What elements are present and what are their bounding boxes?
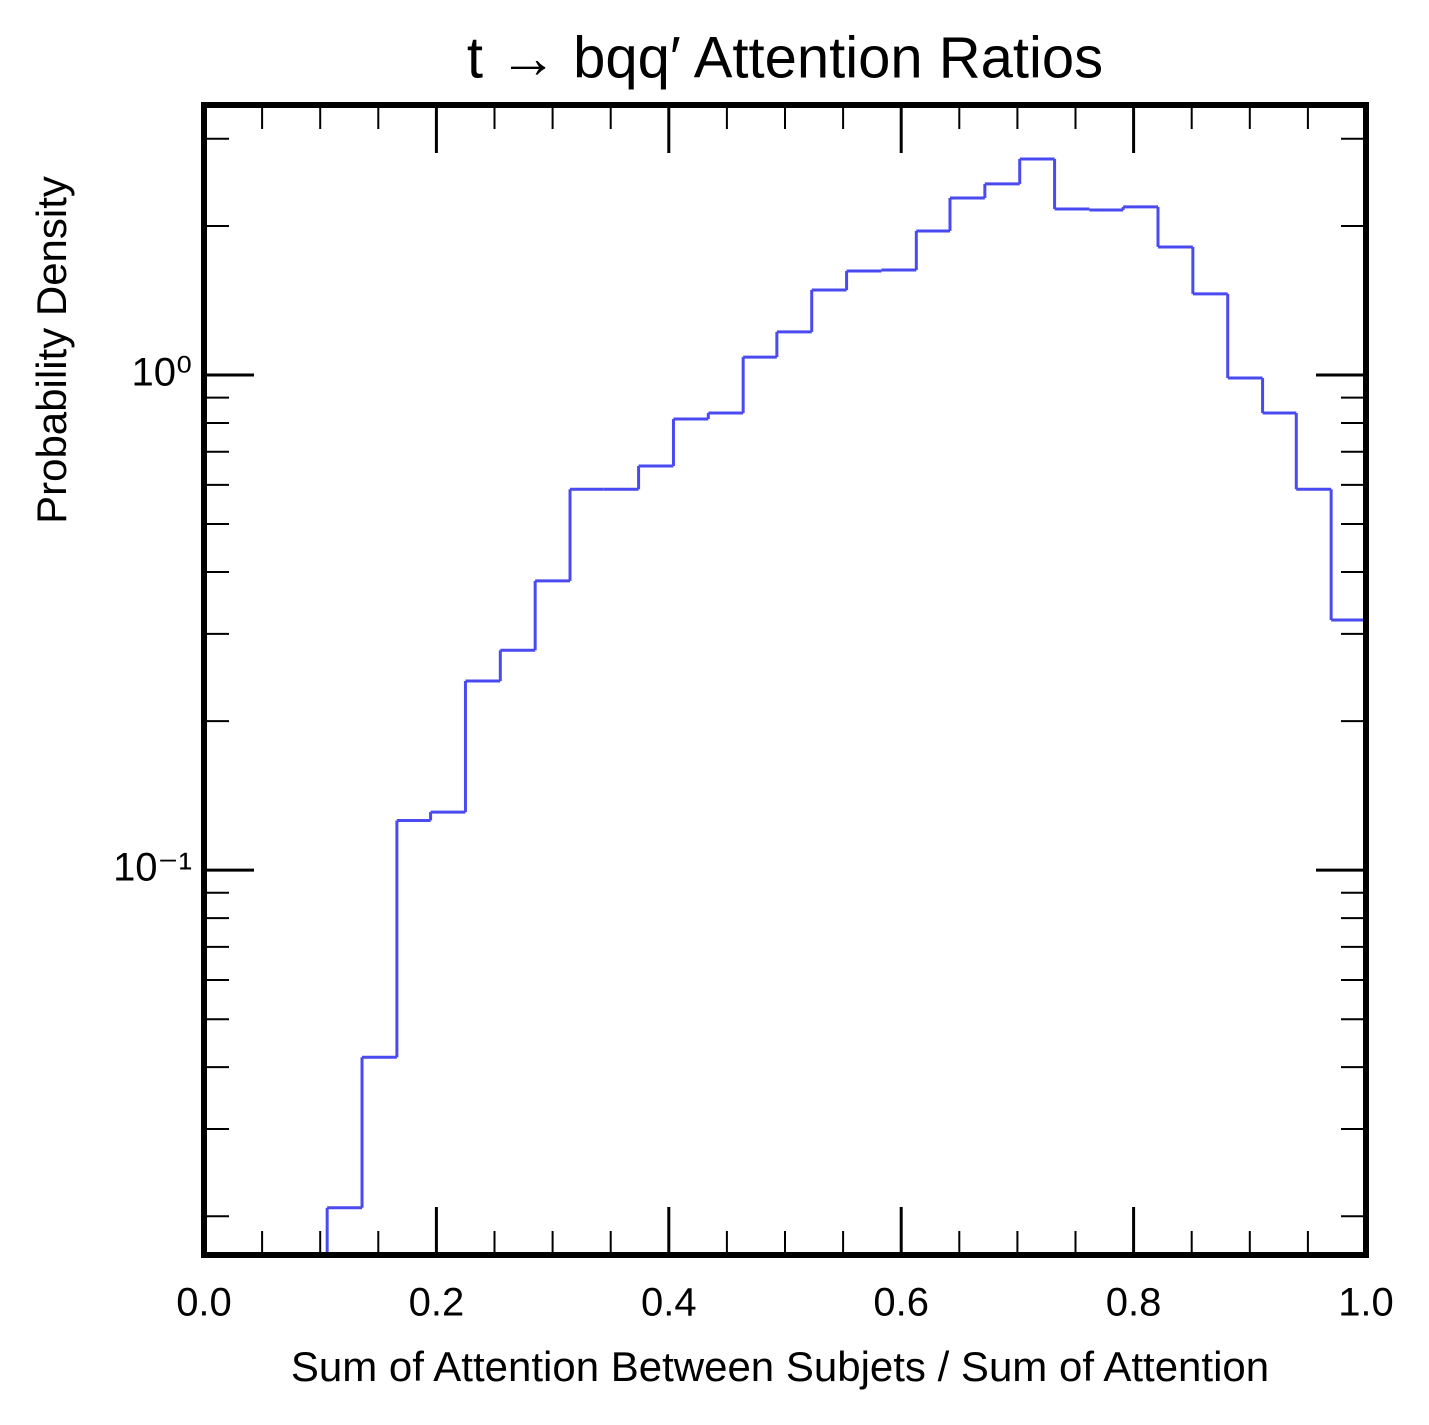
x-tick-label: 1.0 (1338, 1281, 1394, 1325)
x-axis-label: Sum of Attention Between Subjets / Sum o… (291, 1343, 1269, 1390)
x-tick-label: 0.0 (176, 1281, 232, 1325)
y-tick-label: 10⁻¹ (113, 846, 192, 890)
y-tick-label: 10⁰ (131, 351, 192, 395)
x-tick-label: 0.2 (409, 1281, 465, 1325)
x-tick-label: 0.4 (641, 1281, 697, 1325)
x-tick-label: 0.6 (873, 1281, 929, 1325)
y-axis-label: Probability Density (28, 176, 75, 524)
chart-title: t → bqq′ Attention Ratios (467, 25, 1103, 90)
plot-frame (201, 102, 1369, 1258)
x-tick-label: 0.8 (1106, 1281, 1162, 1325)
